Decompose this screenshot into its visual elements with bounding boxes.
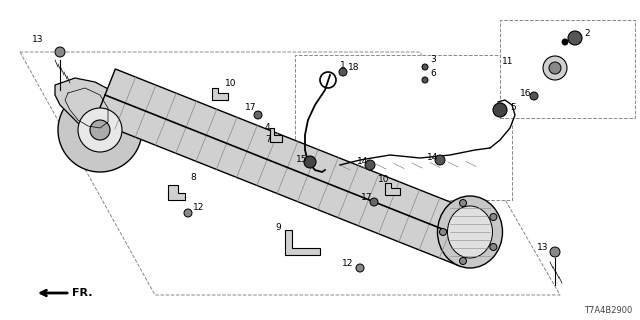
Text: 1: 1 <box>340 60 346 69</box>
Circle shape <box>339 68 347 76</box>
Polygon shape <box>212 88 228 100</box>
Circle shape <box>460 258 467 264</box>
Circle shape <box>435 155 445 165</box>
Text: 14: 14 <box>357 157 369 166</box>
Polygon shape <box>385 183 400 195</box>
Circle shape <box>90 120 110 140</box>
Text: 18: 18 <box>348 63 360 73</box>
Circle shape <box>490 213 497 220</box>
Circle shape <box>254 111 262 119</box>
Circle shape <box>365 160 375 170</box>
Text: 17: 17 <box>361 194 372 203</box>
Circle shape <box>562 39 568 45</box>
Polygon shape <box>168 185 185 200</box>
Polygon shape <box>270 128 282 142</box>
Circle shape <box>460 200 467 206</box>
Text: 10: 10 <box>225 78 237 87</box>
Circle shape <box>184 209 192 217</box>
Circle shape <box>543 56 567 80</box>
Text: 10: 10 <box>378 175 390 185</box>
Circle shape <box>304 156 316 168</box>
Circle shape <box>568 31 582 45</box>
Circle shape <box>58 88 142 172</box>
Text: 12: 12 <box>342 260 353 268</box>
Ellipse shape <box>447 206 493 258</box>
Text: 5: 5 <box>510 103 516 113</box>
Circle shape <box>493 103 507 117</box>
Circle shape <box>356 264 364 272</box>
Circle shape <box>422 64 428 70</box>
Text: 8: 8 <box>190 173 196 182</box>
Circle shape <box>422 77 428 83</box>
Polygon shape <box>55 78 125 135</box>
Circle shape <box>78 108 122 152</box>
Bar <box>500 20 635 118</box>
Circle shape <box>549 62 561 74</box>
Text: FR.: FR. <box>72 288 93 298</box>
Text: 15: 15 <box>296 156 307 164</box>
Polygon shape <box>285 230 320 255</box>
Text: 11: 11 <box>502 58 513 67</box>
Circle shape <box>530 92 538 100</box>
Polygon shape <box>95 69 481 266</box>
Text: T7A4B2900: T7A4B2900 <box>584 306 632 315</box>
Circle shape <box>550 247 560 257</box>
Text: 7: 7 <box>265 135 271 145</box>
Text: 14: 14 <box>427 153 438 162</box>
Text: 6: 6 <box>430 69 436 78</box>
Circle shape <box>440 228 447 236</box>
Circle shape <box>55 47 65 57</box>
Text: 9: 9 <box>275 223 281 233</box>
Text: 13: 13 <box>537 244 548 252</box>
Bar <box>295 55 512 200</box>
Text: 3: 3 <box>430 55 436 65</box>
Text: 17: 17 <box>245 103 257 113</box>
Text: 2: 2 <box>584 28 589 37</box>
Ellipse shape <box>438 196 502 268</box>
Text: 13: 13 <box>32 36 44 44</box>
Circle shape <box>490 244 497 251</box>
Text: 12: 12 <box>193 204 204 212</box>
Text: 16: 16 <box>520 89 531 98</box>
Text: 4: 4 <box>265 124 271 132</box>
Circle shape <box>370 198 378 206</box>
